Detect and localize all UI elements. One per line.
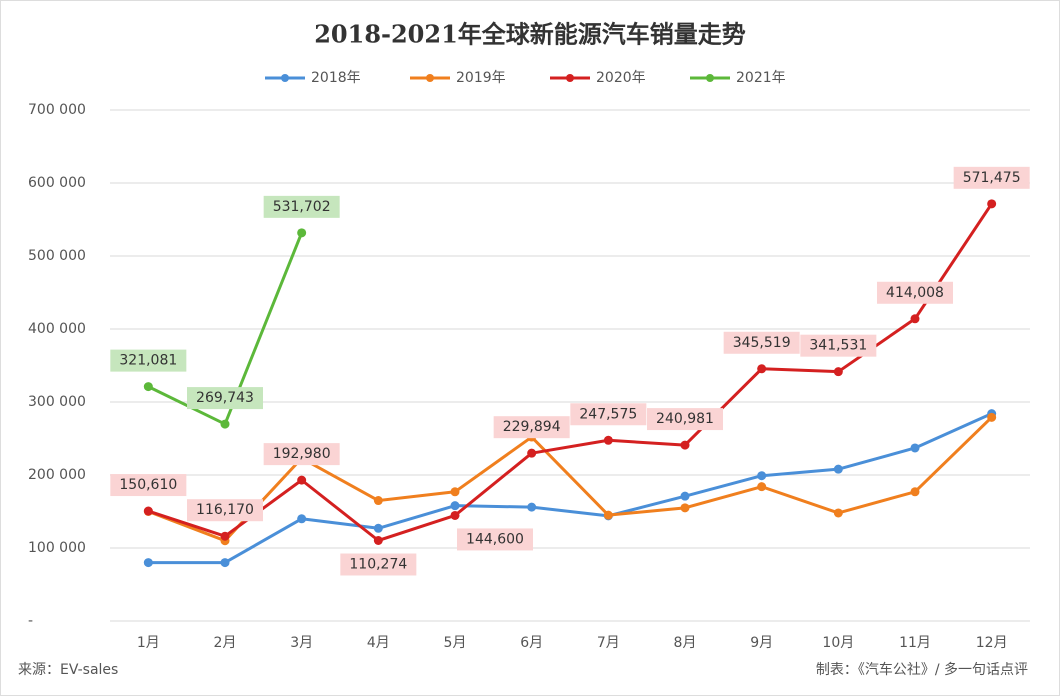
x-tick-label: 11月 bbox=[899, 635, 931, 651]
x-tick-label: 10月 bbox=[822, 635, 854, 651]
data-label: 144,600 bbox=[466, 531, 524, 547]
y-tick-label: 200 000 bbox=[28, 467, 86, 483]
data-label: 341,531 bbox=[809, 338, 867, 354]
data-label: 269,743 bbox=[196, 390, 254, 406]
x-tick-label: 4月 bbox=[367, 635, 390, 651]
point bbox=[450, 501, 460, 511]
point bbox=[680, 440, 690, 450]
data-label: 240,981 bbox=[656, 411, 714, 427]
point bbox=[297, 228, 307, 238]
point bbox=[527, 448, 537, 458]
point bbox=[143, 558, 153, 568]
point bbox=[373, 523, 383, 533]
x-tick-label: 3月 bbox=[290, 635, 313, 651]
point bbox=[527, 502, 537, 512]
point bbox=[987, 412, 997, 422]
data-label: 531,702 bbox=[273, 199, 331, 215]
point bbox=[680, 503, 690, 513]
legend-label: 2020年 bbox=[596, 70, 646, 86]
label-box bbox=[263, 443, 340, 466]
y-tick-label: 100 000 bbox=[28, 540, 86, 556]
y-tick-label: 400 000 bbox=[28, 321, 86, 337]
point bbox=[220, 531, 230, 541]
label-box bbox=[457, 528, 533, 551]
y-tick-label: 600 000 bbox=[28, 175, 86, 191]
point bbox=[833, 508, 843, 518]
point bbox=[220, 558, 230, 568]
data-label: 414,008 bbox=[886, 285, 944, 301]
point bbox=[757, 364, 767, 374]
source: 来源：EV-sales bbox=[18, 662, 118, 678]
series-line bbox=[147, 202, 993, 542]
data-label: 229,894 bbox=[503, 419, 561, 435]
point bbox=[373, 536, 383, 545]
point bbox=[833, 464, 843, 474]
point bbox=[910, 443, 920, 453]
data-label: 345,519 bbox=[733, 335, 791, 351]
point bbox=[757, 471, 767, 481]
label-box bbox=[647, 408, 723, 431]
x-tick-label: 2月 bbox=[214, 635, 237, 651]
point bbox=[297, 514, 307, 524]
series-line bbox=[147, 416, 993, 543]
point bbox=[220, 419, 230, 429]
point bbox=[910, 314, 920, 324]
x-tick-label: 1月 bbox=[137, 635, 160, 651]
x-tick-label: 7月 bbox=[597, 635, 620, 651]
point bbox=[833, 367, 843, 377]
data-label: 247,575 bbox=[579, 406, 637, 422]
legend-marker bbox=[426, 74, 434, 82]
label-box bbox=[723, 331, 800, 354]
point bbox=[987, 199, 997, 209]
label-box bbox=[570, 403, 647, 426]
x-tick-label: 12月 bbox=[976, 635, 1008, 651]
label-box bbox=[493, 416, 570, 439]
legend-marker bbox=[281, 74, 289, 82]
point bbox=[450, 487, 460, 497]
legend-label: 2019年 bbox=[456, 70, 506, 86]
chart-title: 2018-2021年全球新能源汽车销量走势 bbox=[314, 20, 746, 49]
series-line bbox=[148, 412, 993, 565]
x-tick-label: 5月 bbox=[444, 635, 467, 651]
data-label: 110,274 bbox=[349, 557, 407, 573]
legend-label: 2021年 bbox=[736, 70, 786, 86]
label-box bbox=[187, 387, 263, 410]
label-box bbox=[187, 499, 263, 522]
point bbox=[297, 475, 307, 485]
x-tick-label: 8月 bbox=[674, 635, 697, 651]
data-label: 192,980 bbox=[273, 446, 331, 462]
data-label: 150,610 bbox=[119, 477, 177, 493]
data-label: 116,170 bbox=[196, 502, 254, 518]
point bbox=[910, 487, 920, 497]
point bbox=[450, 510, 460, 520]
data-label: 571,475 bbox=[963, 170, 1021, 186]
y-tick-label: - bbox=[28, 613, 33, 629]
credit: 制表：《汽车公社》/ 多一句话点评 bbox=[816, 661, 1028, 678]
label-box bbox=[110, 349, 187, 372]
label-box bbox=[800, 334, 877, 357]
point bbox=[143, 506, 153, 516]
label-box bbox=[953, 166, 1030, 189]
legend-label: 2018年 bbox=[311, 70, 361, 86]
point bbox=[757, 482, 767, 492]
label-box bbox=[340, 553, 417, 576]
point bbox=[603, 510, 613, 520]
y-tick-label: 500 000 bbox=[28, 248, 86, 264]
x-tick-label: 6月 bbox=[520, 635, 543, 651]
label-box bbox=[877, 281, 953, 304]
label-box bbox=[263, 195, 340, 218]
y-tick-label: 700 000 bbox=[28, 102, 86, 118]
point bbox=[373, 496, 383, 506]
data-label: 321,081 bbox=[119, 353, 177, 369]
legend-marker bbox=[566, 74, 574, 82]
label-box bbox=[110, 474, 187, 497]
point bbox=[143, 382, 153, 392]
point bbox=[603, 435, 613, 445]
legend-marker bbox=[706, 74, 714, 82]
x-tick-label: 9月 bbox=[750, 635, 773, 651]
point bbox=[680, 491, 690, 501]
y-tick-label: 300 000 bbox=[28, 394, 86, 410]
